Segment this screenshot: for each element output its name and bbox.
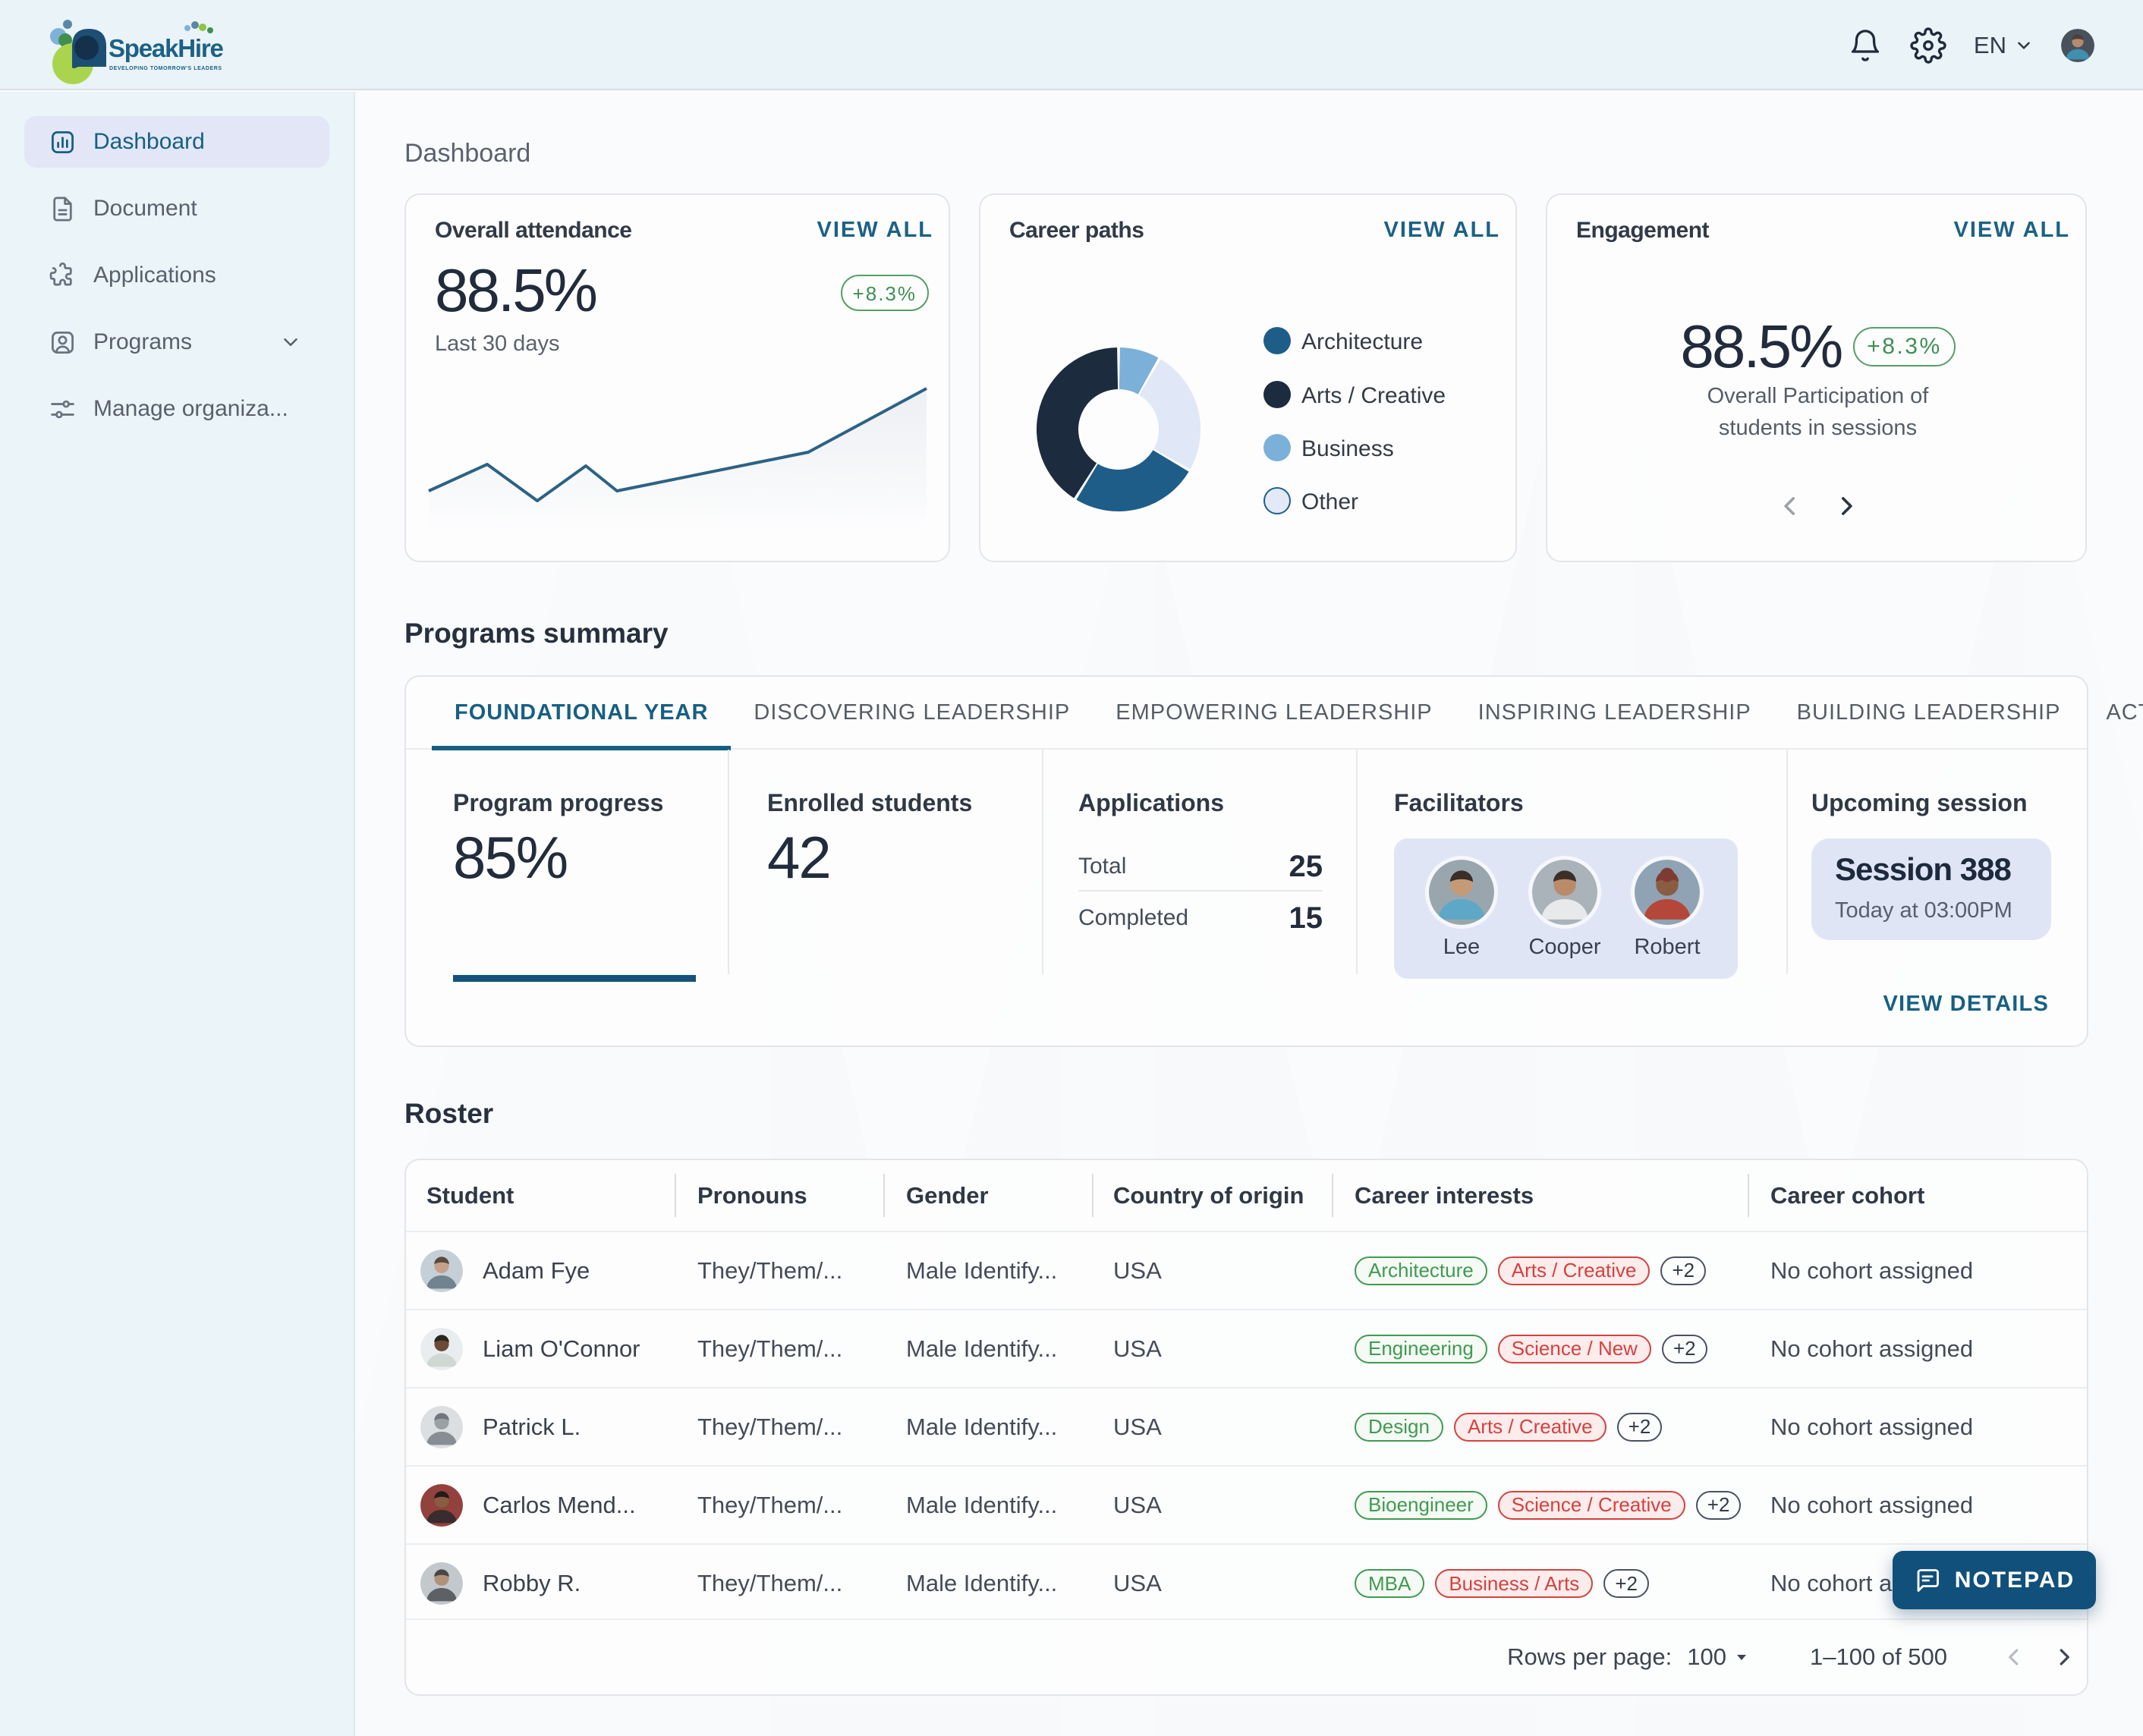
svg-text:Arts / Creative: Arts / Creative <box>1301 383 1446 408</box>
svg-text:SpeakHire: SpeakHire <box>109 34 223 62</box>
svg-text:Other: Other <box>1301 489 1358 514</box>
svg-text:DEVELOPING TOMORROW'S LEADERS: DEVELOPING TOMORROW'S LEADERS <box>109 66 222 71</box>
svg-text:Business: Business <box>1301 436 1394 461</box>
svg-text:Architecture: Architecture <box>1301 329 1423 354</box>
